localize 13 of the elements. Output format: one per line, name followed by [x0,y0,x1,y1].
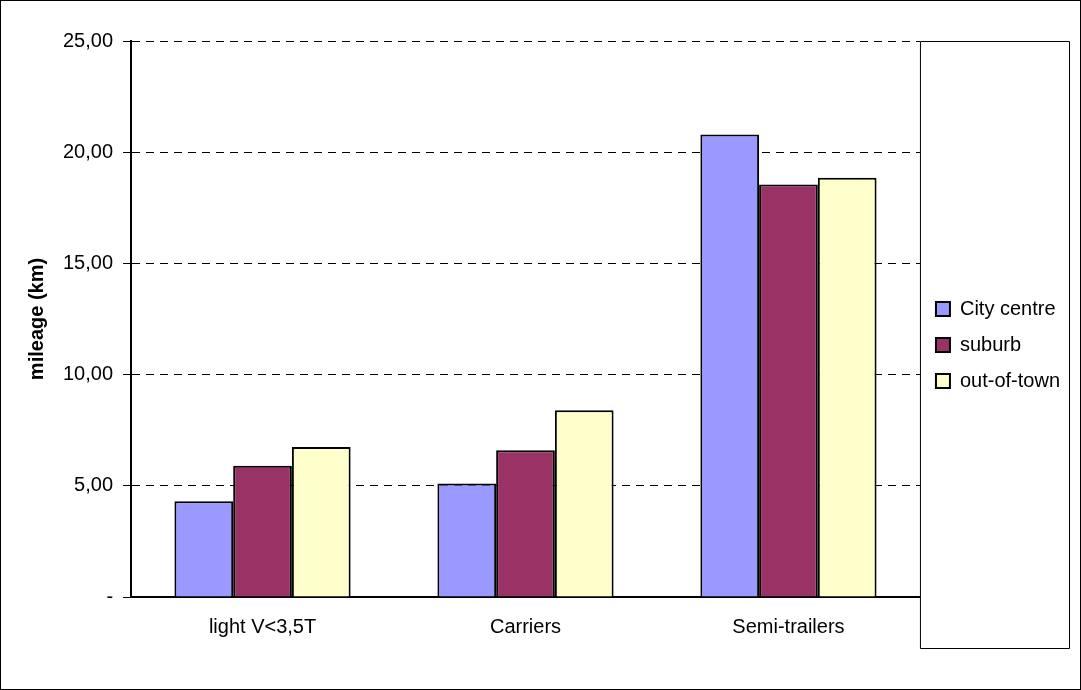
legend-label: out-of-town [959,368,1061,391]
x-tick-label: light V<3,5T [208,614,317,637]
legend-label: suburb [959,332,1022,355]
y-tick-label: 20,00 [62,139,114,162]
y-tick-label: 10,00 [62,362,114,385]
y-tick-label: 15,00 [62,250,114,273]
y-tick-label: 25,00 [62,28,114,51]
y-tick-label: - [106,584,114,607]
y-axis-title: mileage (km) [24,257,47,381]
legend-label: City centre [959,296,1056,319]
y-tick-label: 5,00 [74,473,114,496]
x-tick-label: Semi-trailers [732,614,845,637]
x-tick-label: Carriers [489,614,562,637]
